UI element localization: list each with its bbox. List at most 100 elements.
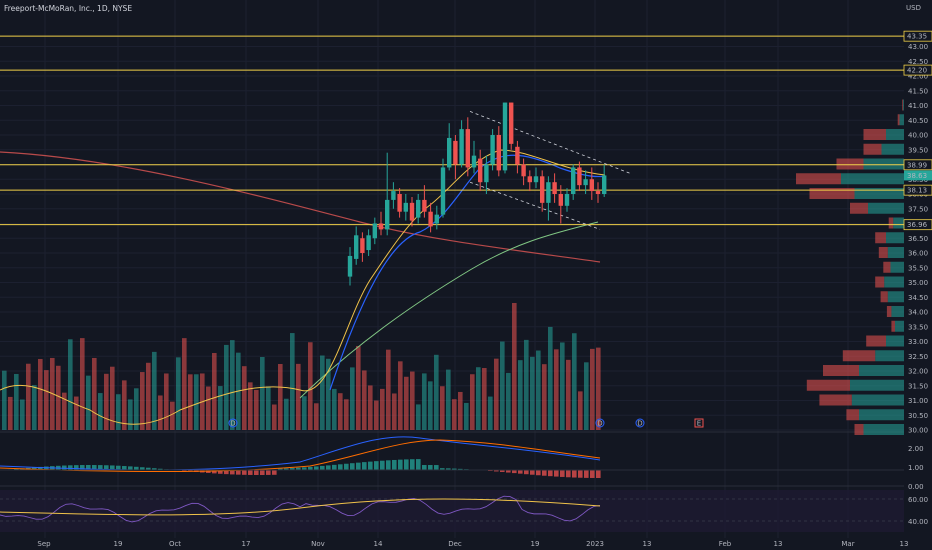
macd-histogram-bar	[158, 468, 163, 470]
macd-histogram-bar	[530, 470, 535, 475]
volume-bar	[548, 326, 553, 430]
profile-up	[899, 114, 904, 126]
time-tick-label: 17	[242, 540, 251, 548]
event-marker[interactable]: D	[228, 418, 238, 428]
candle-body	[540, 176, 545, 203]
volume-bar	[350, 367, 355, 430]
volume-bar	[206, 386, 211, 430]
volume-bar	[44, 370, 49, 430]
volume-bar	[470, 374, 475, 430]
profile-up	[886, 232, 904, 244]
macd-histogram-bar	[302, 467, 307, 470]
profile-down	[806, 379, 850, 391]
macd-histogram-bar	[512, 470, 517, 474]
volume-bar	[392, 393, 397, 430]
profile-down	[883, 261, 891, 273]
price-tick-label: 42.00	[908, 73, 928, 81]
profile-down	[796, 173, 841, 185]
macd-histogram-bar	[74, 465, 79, 470]
macd-histogram-bar	[452, 468, 457, 470]
macd-histogram-bar	[248, 470, 253, 475]
event-marker-label: D	[637, 420, 642, 428]
macd-histogram-bar	[140, 467, 145, 470]
volume-bar	[128, 399, 133, 430]
macd-histogram-bar	[290, 468, 295, 470]
price-tick-label: 31.00	[908, 397, 928, 405]
volume-bar	[164, 373, 169, 430]
price-badge-label: 36.96	[907, 221, 928, 229]
volume-bar	[398, 361, 403, 430]
price-badge-label: 43.35	[907, 33, 927, 41]
candle-body	[484, 164, 489, 183]
price-tick-label: 36.00	[908, 250, 928, 258]
macd-tick-label: 1.00	[908, 464, 924, 472]
price-tick-label: 32.50	[908, 353, 928, 361]
macd-histogram-bar	[212, 470, 217, 474]
profile-up	[863, 424, 904, 435]
volume-bar	[344, 399, 349, 430]
volume-bar	[146, 362, 151, 430]
volume-bar	[584, 362, 589, 430]
macd-histogram-bar	[284, 468, 289, 470]
time-tick-label: 14	[374, 540, 383, 548]
candle-body	[490, 135, 495, 165]
candle-body	[571, 167, 576, 194]
volume-bar	[428, 381, 433, 430]
macd-histogram-bar	[104, 465, 109, 470]
profile-up	[859, 409, 904, 421]
macd-histogram-bar	[278, 468, 283, 470]
horizontal-levels	[0, 35, 904, 226]
price-tick-label: 41.00	[908, 102, 928, 110]
event-marker[interactable]: D	[595, 418, 605, 428]
volume-bar	[338, 393, 343, 430]
volume-bar	[182, 338, 187, 430]
candle-body	[385, 199, 390, 230]
volume-bar	[56, 365, 61, 430]
symbol-title: Freeport-McMoRan, Inc., 1D, NYSE	[4, 4, 132, 13]
price-tick-label: 33.00	[908, 338, 928, 346]
profile-down	[823, 365, 859, 376]
volume-bar	[434, 354, 439, 430]
macd-histogram-bar	[116, 465, 121, 470]
volume-bar	[314, 403, 319, 430]
candle-body	[465, 129, 470, 168]
profile-up	[875, 350, 904, 362]
macd-histogram-bar	[386, 460, 391, 470]
macd-histogram-bar	[230, 470, 235, 475]
event-marker-shape	[228, 418, 238, 428]
rsi-ma-line	[0, 498, 601, 516]
volume-bars	[2, 302, 601, 430]
event-marker[interactable]: E	[694, 418, 704, 428]
volume-bar	[278, 363, 283, 430]
candle-body	[391, 191, 396, 200]
ma-10-line	[0, 149, 606, 425]
time-axis[interactable]: Sep 19 Oct 17 Nov 14 Dec 19 2023 13 Feb 13 Mar 13	[37, 540, 908, 548]
profile-down	[891, 320, 895, 332]
profile-up	[854, 188, 904, 199]
time-tick-label: 13	[643, 540, 652, 548]
ma-200-line	[0, 151, 601, 263]
volume-bar	[596, 347, 601, 430]
macd-histogram-bar	[422, 465, 427, 470]
candles[interactable]	[347, 102, 607, 286]
profile-down	[902, 99, 904, 111]
candle-body	[366, 235, 371, 251]
volume-bar	[374, 400, 379, 430]
candle-body	[478, 158, 483, 183]
macd-histogram-bar	[428, 465, 433, 470]
event-marker[interactable]: D	[635, 418, 645, 428]
volume-bar	[20, 399, 25, 430]
profile-down	[866, 335, 886, 347]
candle-body	[397, 194, 402, 212]
price-tick-label: 42.50	[908, 58, 928, 66]
profile-up	[895, 320, 904, 332]
volume-bar	[572, 333, 577, 430]
macd-histogram-bar	[494, 470, 499, 472]
volume-bar	[260, 356, 265, 430]
time-tick-label: 13	[900, 540, 909, 548]
price-axis[interactable]: 43.00 42.50 42.00 41.50 41.00 40.50 40.00 39.50…	[903, 0, 932, 550]
volume-bar	[476, 367, 481, 430]
